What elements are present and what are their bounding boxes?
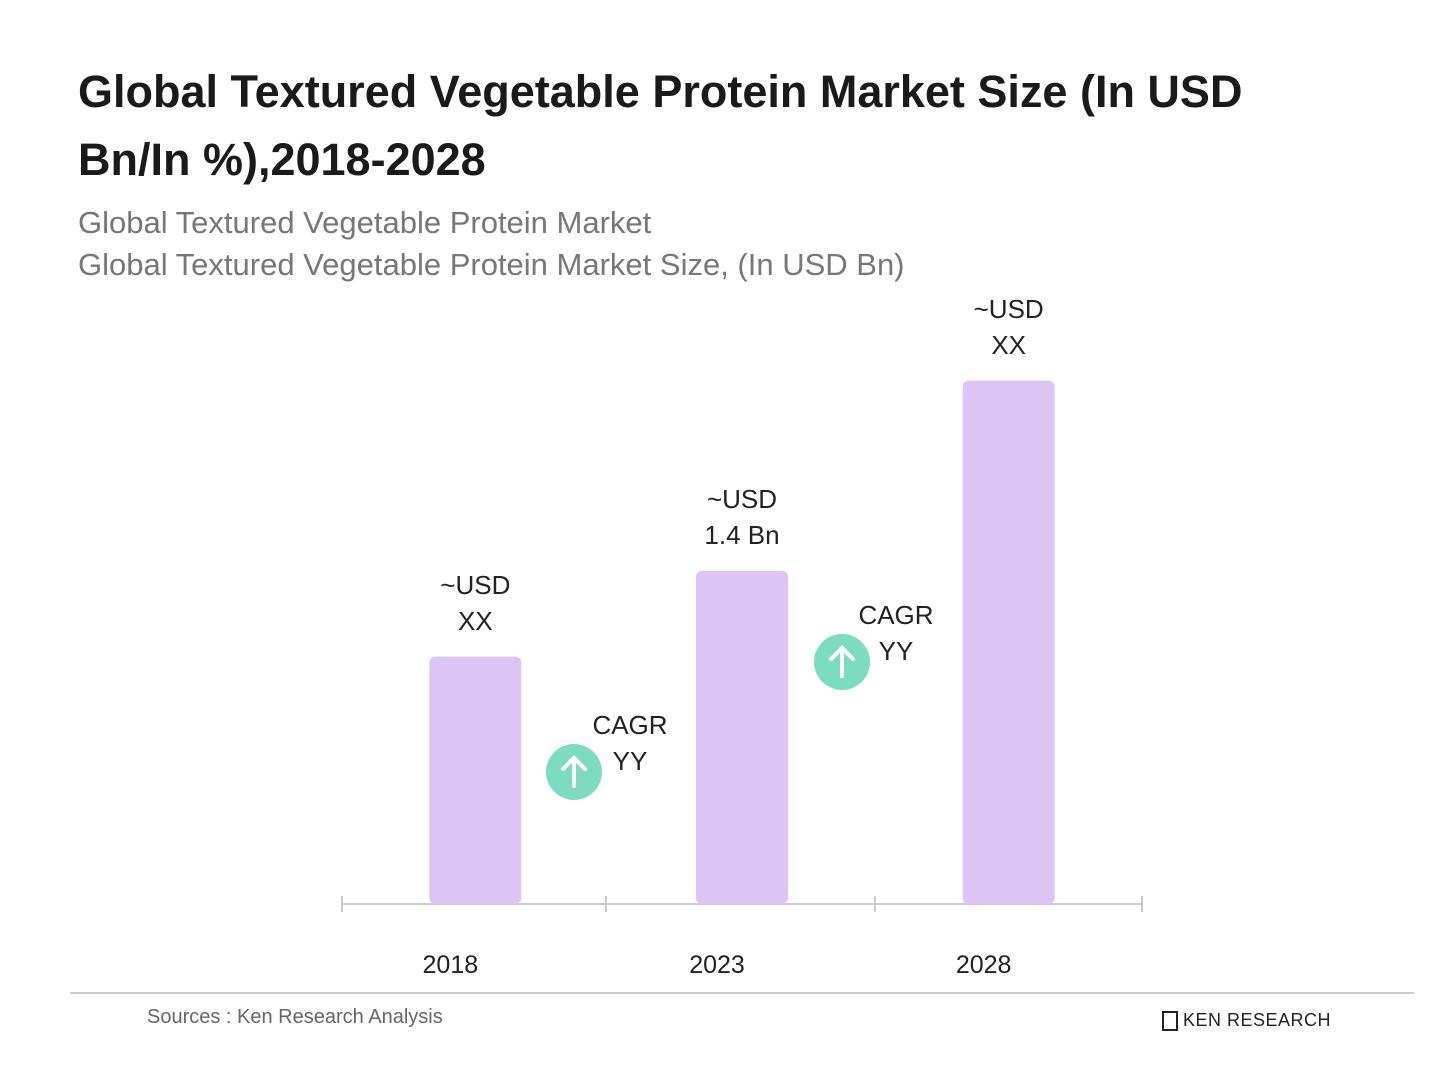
- cagr-icon: [546, 744, 602, 800]
- measure-label: Global Textured Vegetable Protein Market…: [78, 247, 905, 282]
- x-tick-label: 2023: [689, 951, 745, 979]
- brand: KEN RESEARCH: [1183, 1010, 1332, 1030]
- bar: [696, 570, 788, 904]
- source: Sources : Ken Research Analysis: [147, 1006, 443, 1028]
- bar: [962, 380, 1055, 904]
- bar: [429, 656, 522, 904]
- value-label: ~USD 1.4 Bn: [704, 483, 780, 550]
- x-tick-label: 2028: [955, 951, 1012, 979]
- chart-title: Global Textured Vegetable Protein Market…: [78, 66, 1243, 185]
- brand-logo: [1162, 1011, 1178, 1031]
- subtitle: Global Textured Vegetable Protein Market: [78, 205, 652, 240]
- value-label: ~USD XX: [973, 293, 1044, 360]
- value-label: ~USD XX: [440, 569, 511, 636]
- cagr-label: CAGR YY: [858, 600, 934, 666]
- x-tick-label: 2018: [422, 951, 479, 979]
- cagr-label: CAGR YY: [592, 710, 668, 776]
- cagr-icon: [814, 634, 870, 690]
